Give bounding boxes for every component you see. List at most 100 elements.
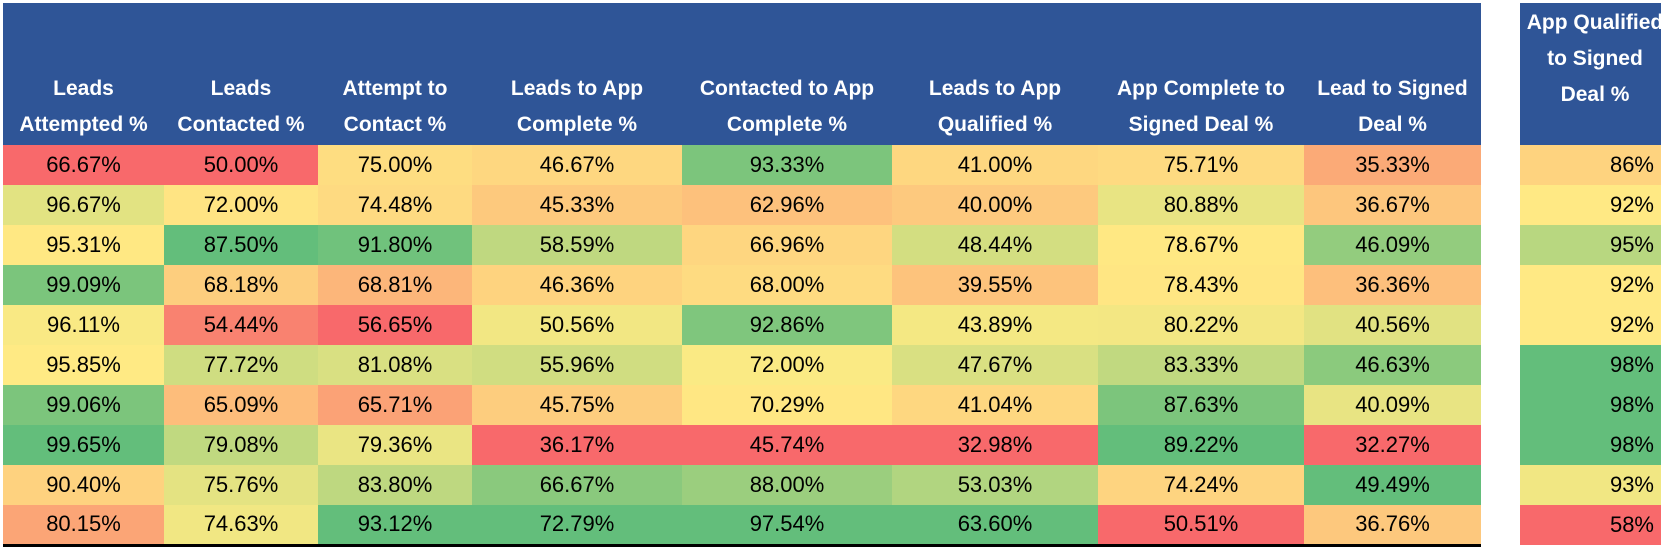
data-cell[interactable]: 58.59% [472, 225, 682, 265]
data-cell[interactable]: 75.71% [1098, 145, 1304, 185]
data-cell[interactable]: 36.36% [1304, 265, 1481, 305]
data-cell[interactable]: 79.08% [164, 425, 318, 465]
data-cell[interactable]: 78.67% [1098, 225, 1304, 265]
column-header[interactable]: Contacted to App Complete % [682, 3, 892, 145]
data-cell[interactable]: 56.65% [318, 305, 472, 345]
data-cell[interactable]: 91.80% [318, 225, 472, 265]
data-cell[interactable]: 98% [1520, 425, 1661, 465]
column-header[interactable]: Leads to App Qualified % [892, 3, 1098, 145]
data-cell[interactable]: 49.49% [1304, 465, 1481, 505]
data-cell[interactable]: 79.36% [318, 425, 472, 465]
data-cell[interactable]: 98% [1520, 385, 1661, 425]
data-cell[interactable]: 32.98% [892, 425, 1098, 465]
data-cell[interactable]: 55.96% [472, 345, 682, 385]
column-header[interactable]: Leads to App Complete % [472, 3, 682, 145]
data-cell[interactable]: 43.89% [892, 305, 1098, 345]
data-cell[interactable]: 65.71% [318, 385, 472, 425]
data-cell[interactable]: 46.09% [1304, 225, 1481, 265]
data-cell[interactable]: 50.00% [164, 145, 318, 185]
column-header[interactable]: Lead to Signed Deal % [1304, 3, 1481, 145]
data-cell[interactable]: 72.00% [682, 345, 892, 385]
data-cell[interactable]: 80.15% [3, 505, 164, 545]
data-cell[interactable]: 40.56% [1304, 305, 1481, 345]
data-cell[interactable]: 74.24% [1098, 465, 1304, 505]
data-cell[interactable]: 87.50% [164, 225, 318, 265]
data-cell[interactable]: 96.11% [3, 305, 164, 345]
column-header[interactable]: Leads Attempted % [3, 3, 164, 145]
data-cell[interactable]: 70.29% [682, 385, 892, 425]
data-cell[interactable]: 87.63% [1098, 385, 1304, 425]
data-cell[interactable]: 48.44% [892, 225, 1098, 265]
data-cell[interactable]: 62.96% [682, 185, 892, 225]
data-cell[interactable]: 83.80% [318, 465, 472, 505]
data-cell[interactable]: 45.74% [682, 425, 892, 465]
data-cell[interactable]: 46.67% [472, 145, 682, 185]
data-cell[interactable]: 95.85% [3, 345, 164, 385]
column-header[interactable]: App Complete to Signed Deal % [1098, 3, 1304, 145]
data-cell[interactable]: 41.04% [892, 385, 1098, 425]
data-cell[interactable]: 75.00% [318, 145, 472, 185]
data-cell[interactable]: 88.00% [682, 465, 892, 505]
data-cell[interactable]: 36.67% [1304, 185, 1481, 225]
data-cell[interactable]: 68.81% [318, 265, 472, 305]
data-cell[interactable]: 92.86% [682, 305, 892, 345]
data-cell[interactable]: 81.08% [318, 345, 472, 385]
data-cell[interactable]: 46.36% [472, 265, 682, 305]
data-cell[interactable]: 45.75% [472, 385, 682, 425]
data-cell[interactable]: 40.09% [1304, 385, 1481, 425]
data-cell[interactable]: 93.33% [682, 145, 892, 185]
data-cell[interactable]: 53.03% [892, 465, 1098, 505]
data-cell[interactable]: 74.63% [164, 505, 318, 545]
data-cell[interactable]: 92% [1520, 305, 1661, 345]
data-cell[interactable]: 93% [1520, 465, 1661, 505]
data-cell[interactable]: 40.00% [892, 185, 1098, 225]
data-cell[interactable]: 36.17% [472, 425, 682, 465]
data-cell[interactable]: 78.43% [1098, 265, 1304, 305]
data-cell[interactable]: 46.63% [1304, 345, 1481, 385]
data-cell[interactable]: 68.18% [164, 265, 318, 305]
data-cell[interactable]: 99.09% [3, 265, 164, 305]
data-cell[interactable]: 35.33% [1304, 145, 1481, 185]
data-cell[interactable]: 80.22% [1098, 305, 1304, 345]
data-cell[interactable]: 66.67% [3, 145, 164, 185]
data-cell[interactable]: 98% [1520, 345, 1661, 385]
data-cell[interactable]: 93.12% [318, 505, 472, 545]
data-cell[interactable]: 68.00% [682, 265, 892, 305]
column-header[interactable]: Attempt to Contact % [318, 3, 472, 145]
data-cell[interactable]: 32.27% [1304, 425, 1481, 465]
data-cell[interactable]: 75.76% [164, 465, 318, 505]
data-cell[interactable]: 95% [1520, 225, 1661, 265]
data-cell[interactable]: 65.09% [164, 385, 318, 425]
data-cell[interactable]: 66.67% [472, 465, 682, 505]
data-cell[interactable]: 50.51% [1098, 505, 1304, 545]
data-cell[interactable]: 72.79% [472, 505, 682, 545]
column-header[interactable]: App Qualified to Signed Deal % [1520, 3, 1661, 145]
data-cell[interactable]: 41.00% [892, 145, 1098, 185]
data-cell[interactable]: 77.72% [164, 345, 318, 385]
data-cell[interactable]: 83.33% [1098, 345, 1304, 385]
data-cell[interactable]: 99.06% [3, 385, 164, 425]
column-header[interactable]: Leads Contacted % [164, 3, 318, 145]
header-row: App Qualified to Signed Deal % [1520, 3, 1661, 145]
data-cell[interactable]: 58% [1520, 505, 1661, 545]
data-cell[interactable]: 99.65% [3, 425, 164, 465]
data-cell[interactable]: 54.44% [164, 305, 318, 345]
data-cell[interactable]: 80.88% [1098, 185, 1304, 225]
data-cell[interactable]: 36.76% [1304, 505, 1481, 545]
data-cell[interactable]: 89.22% [1098, 425, 1304, 465]
data-cell[interactable]: 66.96% [682, 225, 892, 265]
data-cell[interactable]: 50.56% [472, 305, 682, 345]
data-cell[interactable]: 90.40% [3, 465, 164, 505]
data-cell[interactable]: 63.60% [892, 505, 1098, 545]
data-cell[interactable]: 96.67% [3, 185, 164, 225]
data-cell[interactable]: 39.55% [892, 265, 1098, 305]
data-cell[interactable]: 97.54% [682, 505, 892, 545]
data-cell[interactable]: 45.33% [472, 185, 682, 225]
data-cell[interactable]: 95.31% [3, 225, 164, 265]
data-cell[interactable]: 72.00% [164, 185, 318, 225]
data-cell[interactable]: 92% [1520, 185, 1661, 225]
data-cell[interactable]: 47.67% [892, 345, 1098, 385]
data-cell[interactable]: 86% [1520, 145, 1661, 185]
data-cell[interactable]: 92% [1520, 265, 1661, 305]
data-cell[interactable]: 74.48% [318, 185, 472, 225]
